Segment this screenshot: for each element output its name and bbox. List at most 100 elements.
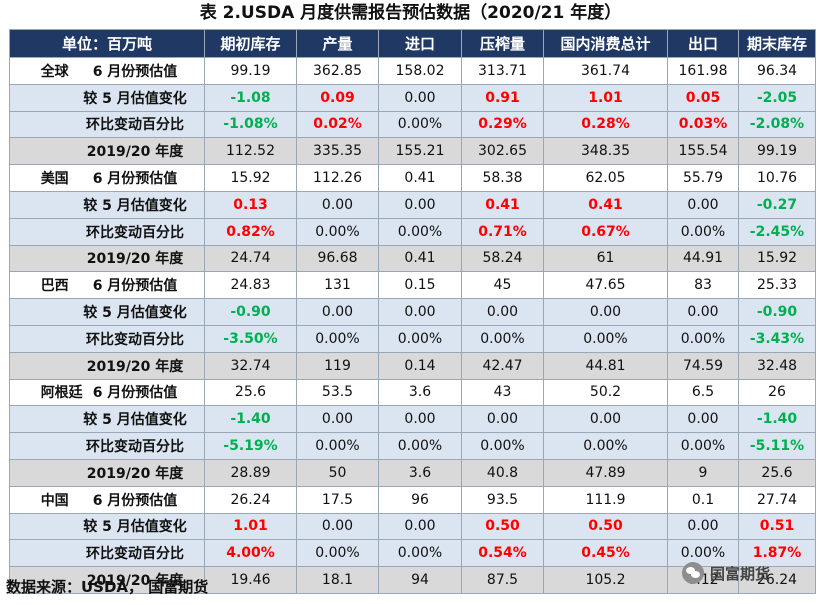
table-cell: -5.19% bbox=[204, 432, 297, 460]
table-cell: 44.81 bbox=[543, 351, 668, 380]
table-cell: -0.90 bbox=[204, 298, 297, 326]
table-cell: 0.1 bbox=[667, 485, 739, 514]
table-cell: 0.00 bbox=[296, 298, 379, 326]
table-cell: 362.85 bbox=[296, 57, 379, 85]
row-metric-label: 较 5 月估值变化 bbox=[83, 412, 187, 429]
region-name: 全球 bbox=[40, 63, 69, 80]
table-cell: 50 bbox=[296, 458, 379, 487]
region-name: 阿根廷 bbox=[40, 385, 83, 402]
table-row: 2019/20 年度 112.52 335.35 155.21 302.65 348.35… bbox=[9, 137, 816, 166]
table-cell: 0.00 bbox=[461, 405, 544, 434]
row-metric-label: 6 月份预估值 bbox=[92, 63, 178, 80]
table-cell: 155.21 bbox=[378, 137, 462, 166]
table-cell: 0.41 bbox=[461, 190, 544, 219]
table-cell: 0.00% bbox=[378, 324, 462, 353]
row-label: 2019/20 年度 bbox=[9, 351, 205, 380]
table-cell: 94 bbox=[378, 566, 462, 594]
table-cell: 15.92 bbox=[204, 164, 297, 192]
table-row: 环比变动百分比 -3.50% 0.00% 0.00% 0.00% 0.00% 0.00% -3… bbox=[9, 324, 816, 353]
table-cell: 0.41 bbox=[378, 244, 462, 273]
row-metric-label: 2019/20 年度 bbox=[86, 358, 184, 375]
header-unit: 单位：百万吨 bbox=[9, 29, 205, 58]
table-cell: 0.71% bbox=[461, 217, 544, 246]
brand-logo: 国富期货 bbox=[682, 560, 814, 586]
row-label: 阿根廷 6 月份预估值 bbox=[9, 378, 205, 407]
table-cell: 15.92 bbox=[738, 244, 816, 273]
table-cell: 3.6 bbox=[378, 458, 462, 487]
header-exports: 出口 bbox=[667, 29, 739, 58]
table-cell: 40.8 bbox=[461, 458, 544, 487]
row-label: 2019/20 年度 bbox=[9, 137, 205, 166]
header-beginning-stocks: 期初库存 bbox=[204, 29, 297, 58]
table-cell: 0.00 bbox=[378, 83, 462, 112]
table-cell: 361.74 bbox=[543, 57, 668, 85]
row-label: 美国 6 月份预估值 bbox=[9, 164, 205, 192]
table-cell: 131 bbox=[296, 271, 379, 300]
table-row: 巴西 6 月份预估值 24.83 131 0.15 45 47.65 83 25.33 bbox=[9, 271, 816, 300]
table-cell: 0.82% bbox=[204, 217, 297, 246]
table-cell: 0.54% bbox=[461, 539, 544, 568]
table-cell: -1.40 bbox=[738, 405, 816, 434]
row-metric-label: 环比变动百分比 bbox=[86, 224, 184, 241]
table-cell: 25.6 bbox=[204, 378, 297, 407]
table-cell: -2.45% bbox=[738, 217, 816, 246]
header-production: 产量 bbox=[296, 29, 379, 58]
table-cell: 0.00 bbox=[296, 512, 379, 541]
table-cell: 335.35 bbox=[296, 137, 379, 166]
table-cell: 0.00 bbox=[543, 405, 668, 434]
table-cell: 0.00% bbox=[461, 432, 544, 460]
region-name: 中国 bbox=[40, 492, 69, 509]
table-row: 中国 6 月份预估值 26.24 17.5 96 93.5 111.9 0.1 27.74 bbox=[9, 485, 816, 514]
table-row: 较 5 月估值变化 0.13 0.00 0.00 0.41 0.41 0.00 -0.27 bbox=[9, 190, 816, 219]
table-cell: 0.00% bbox=[378, 432, 462, 460]
supply-demand-table: 单位：百万吨 期初库存 产量 进口 压榨量 国内消费总计 出口 期末库存 全球 6… bbox=[9, 29, 816, 594]
table-cell: 1.01 bbox=[204, 512, 297, 541]
table-cell: 0.00 bbox=[378, 512, 462, 541]
table-cell: 0.14 bbox=[378, 351, 462, 380]
row-metric-label: 2019/20 年度 bbox=[86, 573, 184, 590]
row-metric-label: 环比变动百分比 bbox=[86, 117, 184, 134]
table-cell: 0.00 bbox=[543, 298, 668, 326]
table-cell: 58.38 bbox=[461, 164, 544, 192]
table-cell: 0.50 bbox=[461, 512, 544, 541]
wechat-logo-icon bbox=[682, 562, 704, 584]
table-cell: 0.09 bbox=[296, 83, 379, 112]
table-cell: 0.29% bbox=[461, 110, 544, 139]
table-row: 环比变动百分比 0.82% 0.00% 0.00% 0.71% 0.67% 0.00% -2.… bbox=[9, 217, 816, 246]
table-cell: 26.24 bbox=[204, 485, 297, 514]
row-label: 环比变动百分比 bbox=[9, 110, 205, 139]
table-cell: 3.6 bbox=[378, 378, 462, 407]
table-cell: 0.00% bbox=[378, 217, 462, 246]
row-label: 较 5 月估值变化 bbox=[9, 190, 205, 219]
table-cell: 112.52 bbox=[204, 137, 297, 166]
table-cell: 99.19 bbox=[204, 57, 297, 85]
table-cell: 0.00 bbox=[296, 190, 379, 219]
row-label: 全球 6 月份预估值 bbox=[9, 57, 205, 85]
row-label: 环比变动百分比 bbox=[9, 324, 205, 353]
table-cell: 45 bbox=[461, 271, 544, 300]
table-row: 较 5 月估值变化 -1.40 0.00 0.00 0.00 0.00 0.00 -1.40 bbox=[9, 405, 816, 434]
row-label: 环比变动百分比 bbox=[9, 539, 205, 568]
row-metric-label: 环比变动百分比 bbox=[86, 439, 184, 456]
table-cell: 18.1 bbox=[296, 566, 379, 594]
table-cell: 74.59 bbox=[667, 351, 739, 380]
table-cell: -2.05 bbox=[738, 83, 816, 112]
table-cell: 0.91 bbox=[461, 83, 544, 112]
table-cell: 0.45% bbox=[543, 539, 668, 568]
table-cell: 0.00% bbox=[378, 539, 462, 568]
table-cell: 32.74 bbox=[204, 351, 297, 380]
row-metric-label: 2019/20 年度 bbox=[86, 144, 184, 161]
row-label: 2019/20 年度 bbox=[9, 244, 205, 273]
table-cell: 96.68 bbox=[296, 244, 379, 273]
table-cell: 43 bbox=[461, 378, 544, 407]
table-cell: 0.00 bbox=[378, 405, 462, 434]
row-metric-label: 6 月份预估值 bbox=[92, 385, 178, 402]
table-cell: 99.19 bbox=[738, 137, 816, 166]
brand-logo-text: 国富期货 bbox=[710, 564, 771, 583]
header-domestic-total: 国内消费总计 bbox=[543, 29, 668, 58]
row-label: 2019/20 年度 bbox=[9, 566, 205, 594]
table-cell: 0.00% bbox=[461, 324, 544, 353]
table-title: 表 2.USDA 月度供需报告预估数据（2020/21 年度） bbox=[199, 3, 622, 23]
table-cell: 9 bbox=[667, 458, 739, 487]
row-metric-label: 6 月份预估值 bbox=[92, 171, 178, 188]
